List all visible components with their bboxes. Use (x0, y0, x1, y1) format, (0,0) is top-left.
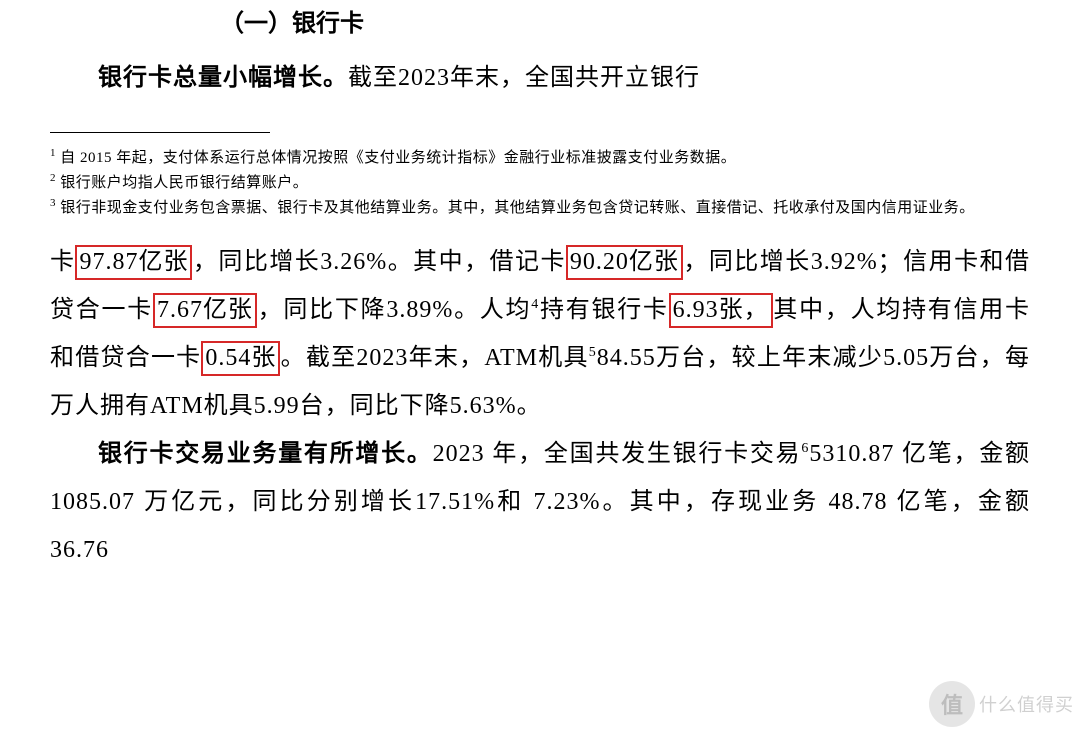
highlight-per-capita-cards: 6.93张， (669, 293, 773, 328)
watermark-text: 什么值得买 (979, 691, 1074, 717)
highlight-per-capita-credit: 0.54张 (201, 341, 280, 376)
body-paragraph-1: 卡97.87亿张，同比增长3.26%。其中，借记卡90.20亿张，同比增长3.9… (50, 238, 1030, 430)
footnote-1: 1 自 2015 年起，支付体系运行总体情况按照《支付业务统计指标》金融行业标准… (50, 145, 1030, 170)
body-paragraph-2: 银行卡交易业务量有所增长。2023 年，全国共发生银行卡交易65310.87 亿… (50, 430, 1030, 574)
footnote-ref-5: 5 (589, 345, 597, 360)
body-content: 卡97.87亿张，同比增长3.26%。其中，借记卡90.20亿张，同比增长3.9… (50, 238, 1030, 574)
footnote-3: 3 银行非现金支付业务包含票据、银行卡及其他结算业务。其中，其他结算业务包含贷记… (50, 195, 1030, 220)
watermark-icon: 值 (929, 681, 975, 727)
text: ，同比增长3.26%。其中，借记卡 (192, 249, 565, 275)
text: ，同比下降3.89%。人均 (257, 297, 531, 323)
intro-paragraph: 银行卡总量小幅增长。截至2023年末，全国共开立银行 (50, 54, 1030, 102)
text: 。截至2023年末，ATM机具 (280, 345, 588, 371)
watermark: 值 什么值得买 (929, 681, 1074, 727)
footnote-2: 2 银行账户均指人民币银行结算账户。 (50, 170, 1030, 195)
document-page: （一）银行卡 银行卡总量小幅增长。截至2023年末，全国共开立银行 1 自 20… (0, 0, 1080, 574)
highlight-total-cards: 97.87亿张 (75, 245, 192, 280)
intro-rest: 截至2023年末，全国共开立银行 (348, 65, 700, 91)
para2-bold: 银行卡交易业务量有所增长。 (98, 441, 433, 467)
highlight-credit-cards: 7.67亿张 (153, 293, 257, 328)
text: 持有银行卡 (539, 297, 668, 323)
intro-bold: 银行卡总量小幅增长。 (98, 65, 348, 91)
text: 2023 年，全国共发生银行卡交易 (433, 441, 802, 467)
highlight-debit-cards: 90.20亿张 (566, 245, 683, 280)
text: 卡 (50, 249, 75, 275)
footnote-divider (50, 132, 270, 133)
section-heading: （一）银行卡 (220, 0, 1030, 48)
